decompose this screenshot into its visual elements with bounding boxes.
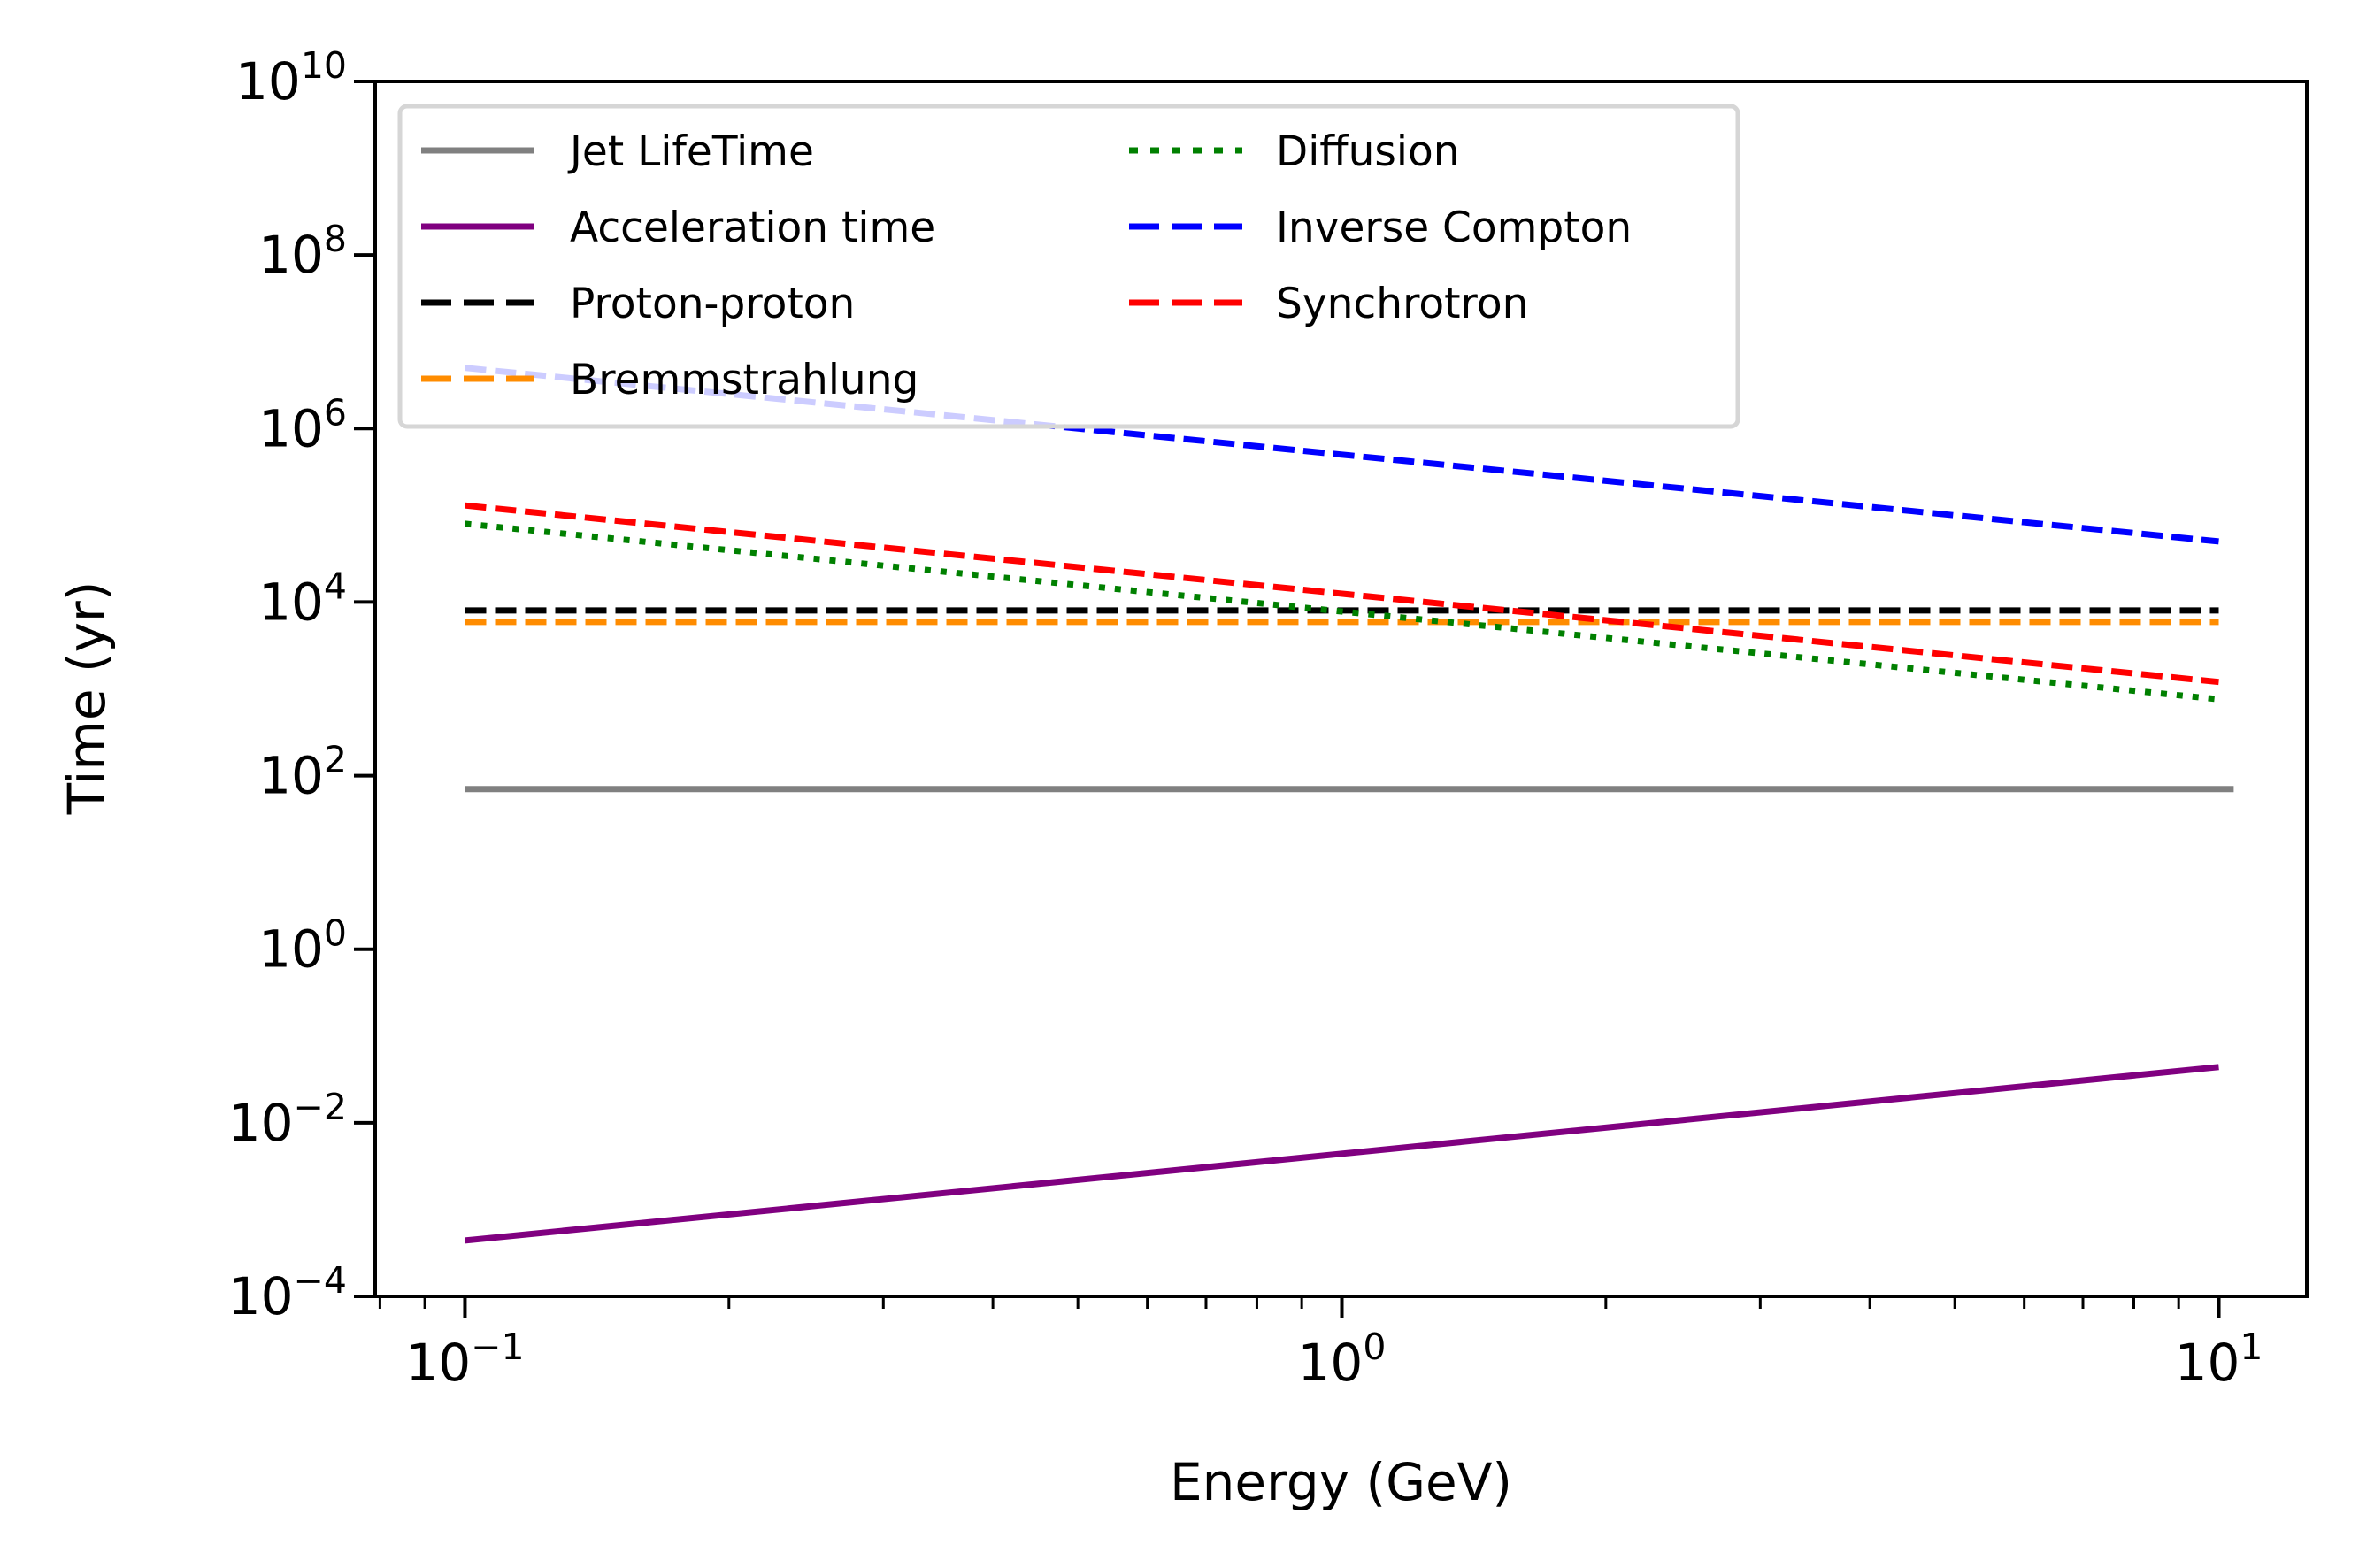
x-tick-label: 101 xyxy=(2175,1326,2263,1393)
y-tick-base: 10 xyxy=(228,1266,294,1326)
x-tick-exp: 1 xyxy=(2240,1326,2263,1368)
legend-item: Diffusion xyxy=(1129,127,1460,176)
series-layer xyxy=(465,365,2234,1244)
legend-label: Synchrotron xyxy=(1276,280,1528,328)
legend-item: Acceleration time xyxy=(421,204,935,252)
x-axis-label: Energy (GeV) xyxy=(1170,1452,1512,1512)
series-line-acceleration-time xyxy=(465,1064,2219,1244)
x-tick-label: 10−1 xyxy=(405,1326,524,1393)
y-tick-exp: −2 xyxy=(294,1086,347,1128)
series-line-synchrotron xyxy=(465,502,2219,686)
x-axis: 10−1 100 101 xyxy=(378,1296,2263,1393)
y-tick-label: 10−2 xyxy=(228,1086,347,1153)
y-tick-exp: 4 xyxy=(324,565,347,607)
y-axis-label: Time (yr) xyxy=(57,581,117,816)
legend-item: Synchrotron xyxy=(1129,280,1528,328)
x-tick-base: 10 xyxy=(2175,1333,2240,1393)
legend-label: Diffusion xyxy=(1276,127,1460,176)
x-tick-exp: −1 xyxy=(471,1326,524,1368)
legend-label: Inverse Compton xyxy=(1276,204,1632,252)
x-tick-base: 10 xyxy=(405,1333,471,1393)
y-tick-base: 10 xyxy=(258,398,324,458)
x-tick-label: 100 xyxy=(1298,1326,1387,1393)
legend: Jet LifeTime Acceleration time Proton-prot… xyxy=(397,104,1740,429)
y-tick-label: 104 xyxy=(258,565,347,632)
legend-item: Inverse Compton xyxy=(1129,204,1632,252)
y-tick-exp: 8 xyxy=(324,218,347,260)
y-tick-base: 10 xyxy=(258,746,324,806)
y-tick-label: 102 xyxy=(258,739,347,806)
y-tick-exp: 10 xyxy=(301,44,347,87)
y-tick-exp: −4 xyxy=(294,1259,347,1302)
y-tick-label: 108 xyxy=(258,218,347,285)
series-line-diffusion xyxy=(465,520,2219,703)
y-tick-label: 106 xyxy=(258,391,347,458)
legend-label: Bremmstrahlung xyxy=(570,356,918,404)
legend-item: Bremmstrahlung xyxy=(421,356,918,404)
y-tick-base: 10 xyxy=(228,1093,294,1153)
legend-box xyxy=(397,104,1740,429)
y-tick-base: 10 xyxy=(235,51,301,111)
y-tick-base: 10 xyxy=(258,225,324,285)
y-tick-label: 1010 xyxy=(235,44,347,111)
series-line-inverse-compton xyxy=(465,365,2219,545)
legend-label: Jet LifeTime xyxy=(567,127,814,176)
y-tick-base: 10 xyxy=(258,572,324,632)
y-tick-base: 10 xyxy=(258,919,324,980)
x-tick-exp: 0 xyxy=(1363,1326,1386,1368)
legend-item: Proton-proton xyxy=(421,280,855,328)
y-tick-exp: 6 xyxy=(324,391,347,434)
y-tick-label: 10−4 xyxy=(228,1259,347,1326)
legend-item: Jet LifeTime xyxy=(421,127,814,176)
y-tick-exp: 0 xyxy=(324,912,347,955)
x-tick-base: 10 xyxy=(1298,1333,1364,1393)
y-tick-exp: 2 xyxy=(324,739,347,781)
legend-label: Proton-proton xyxy=(570,280,855,328)
legend-label: Acceleration time xyxy=(570,204,935,252)
y-tick-label: 100 xyxy=(258,912,347,980)
